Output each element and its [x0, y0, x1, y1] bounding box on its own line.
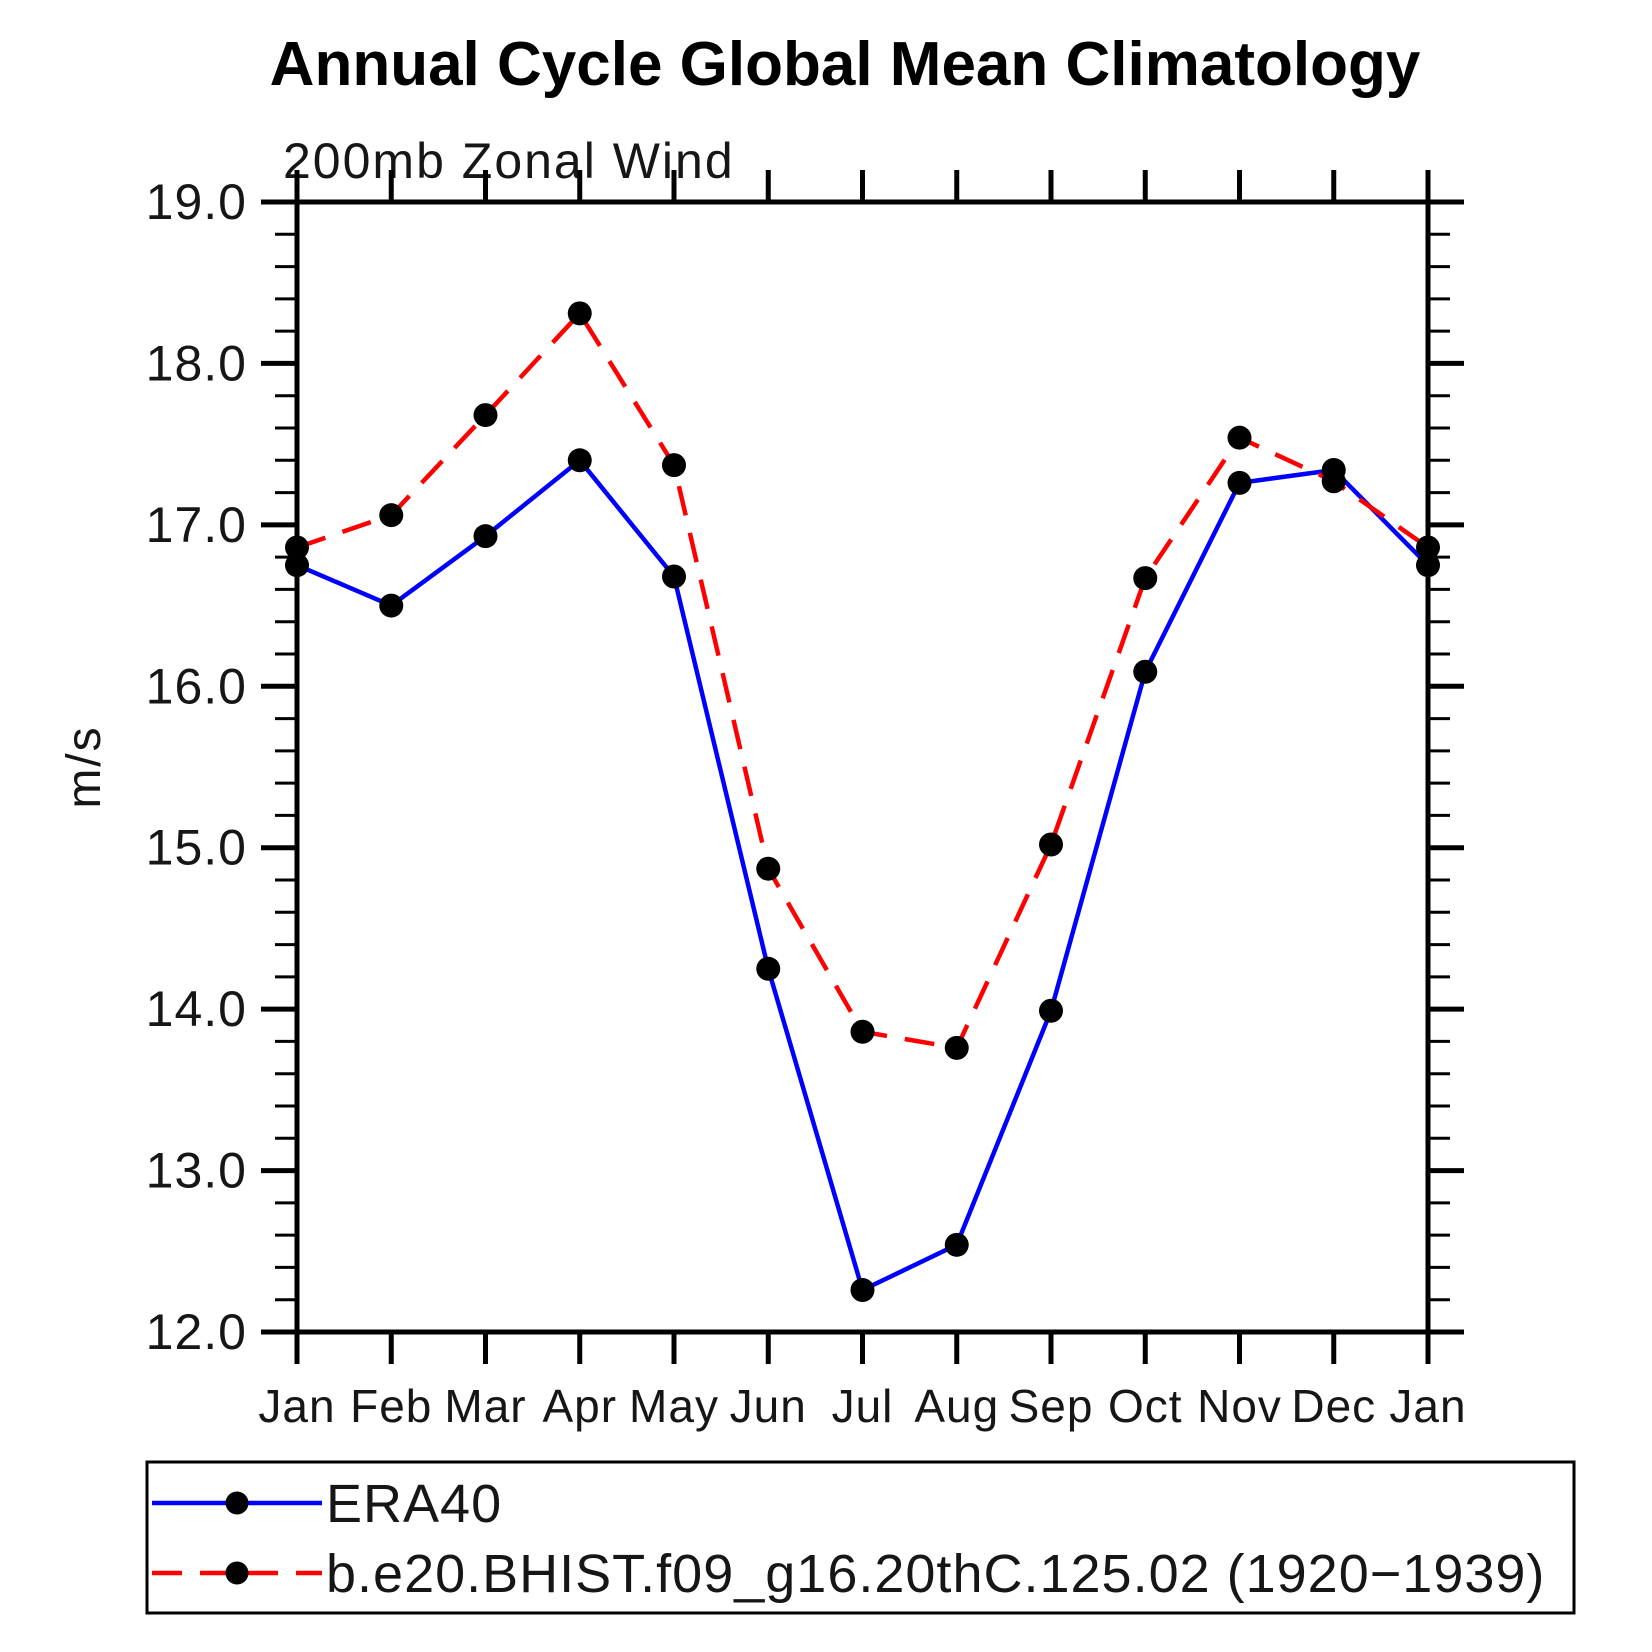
- legend-marker: [225, 1561, 249, 1585]
- data-point-marker-model: [756, 856, 781, 881]
- y-tick-label: 16.0: [146, 658, 247, 714]
- data-point-marker-model: [1416, 535, 1440, 560]
- x-tick-label: Jun: [730, 1380, 807, 1432]
- x-tick-label: Aug: [914, 1380, 999, 1432]
- x-tick-label: May: [629, 1380, 719, 1432]
- data-point-marker-era40: [1416, 553, 1440, 578]
- x-tick-label: Feb: [350, 1380, 432, 1432]
- x-tick-label: Jan: [258, 1380, 335, 1432]
- data-point-marker-model: [1321, 469, 1346, 494]
- chart-subtitle: 200mb Zonal Wind: [283, 133, 735, 189]
- y-tick-label: 18.0: [146, 335, 247, 391]
- chart-title: Annual Cycle Global Mean Climatology: [270, 30, 1421, 99]
- data-point-marker-era40: [850, 1278, 875, 1303]
- legend: ERA40 b.e20.BHIST.f09_g16.20thC.125.02 (1…: [145, 1460, 1576, 1615]
- data-point-marker-model: [285, 535, 309, 560]
- x-tick-label: Mar: [444, 1380, 526, 1432]
- series-line-era40: [296, 457, 1430, 1294]
- y-tick-label: 17.0: [146, 497, 247, 553]
- data-point-marker-era40: [285, 553, 309, 578]
- data-point-marker-model: [1133, 566, 1158, 591]
- data-point-marker-model: [379, 503, 404, 528]
- data-point-marker-era40: [473, 524, 498, 549]
- data-point-marker-model: [944, 1035, 969, 1060]
- x-tick-label: Apr: [542, 1380, 617, 1432]
- x-tick-label: Jul: [832, 1380, 894, 1432]
- data-point-marker-era40: [567, 448, 592, 473]
- x-tick-label: Oct: [1108, 1380, 1183, 1432]
- data-point-marker-era40: [944, 1232, 969, 1257]
- data-point-marker-model: [662, 453, 686, 478]
- data-point-marker-era40: [1039, 998, 1063, 1023]
- legend-marker: [225, 1491, 249, 1515]
- data-point-marker-era40: [1227, 470, 1252, 495]
- data-point-marker-era40: [662, 564, 686, 589]
- y-tick-label: 15.0: [146, 820, 247, 876]
- x-tick-label: Sep: [1009, 1380, 1094, 1432]
- data-point-marker-model: [567, 301, 592, 326]
- y-axis-label: m/s: [58, 725, 111, 808]
- data-point-marker-model: [473, 403, 498, 428]
- y-tick-label: 19.0: [146, 174, 247, 230]
- data-point-marker-era40: [1133, 659, 1158, 684]
- legend-label: b.e20.BHIST.f09_g16.20thC.125.02 (1920−1…: [326, 1544, 1545, 1604]
- y-tick-label: 13.0: [146, 1143, 247, 1199]
- data-point-marker-model: [1227, 425, 1252, 450]
- y-tick-label: 14.0: [146, 981, 247, 1037]
- x-tick-label: Nov: [1197, 1380, 1282, 1432]
- data-point-marker-era40: [379, 593, 404, 618]
- data-point-marker-model: [1039, 832, 1063, 857]
- series-line-model: [296, 309, 1430, 1051]
- data-point-marker-model: [850, 1019, 875, 1044]
- x-tick-label: Dec: [1291, 1380, 1376, 1432]
- x-tick-label: Jan: [1389, 1380, 1466, 1432]
- legend-box: [145, 1460, 1576, 1615]
- legend-label: ERA40: [326, 1474, 502, 1534]
- y-tick-label: 12.0: [146, 1304, 247, 1360]
- data-point-marker-era40: [756, 956, 781, 981]
